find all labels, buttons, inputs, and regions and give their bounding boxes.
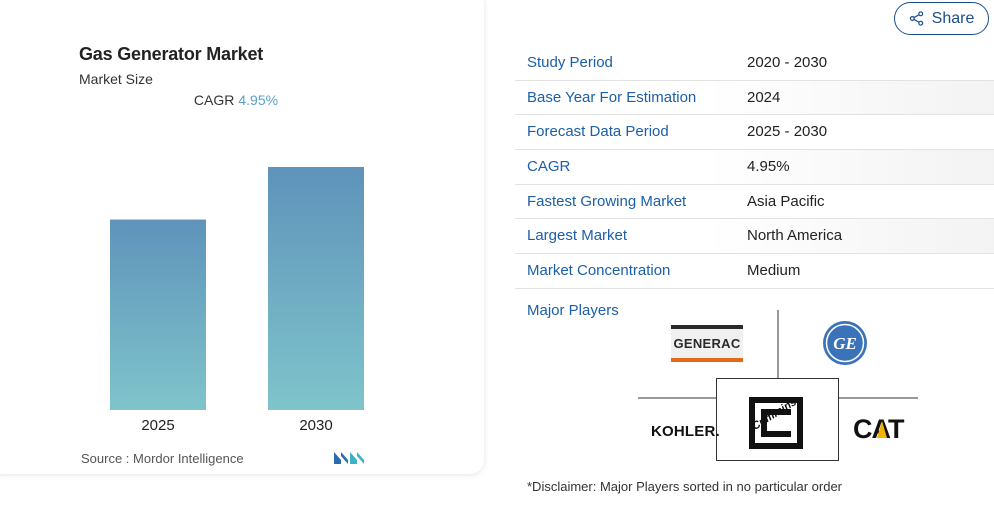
table-row-study-period: Study Period 2020 - 2030 (515, 46, 994, 81)
table-row-largest-market: Largest Market North America (515, 219, 994, 255)
kohler-logo[interactable]: KOHLER. (651, 423, 720, 440)
cat-logo-icon[interactable]: CAT (851, 411, 905, 443)
market-size-chart: 2025 2030 (110, 167, 364, 434)
row-key: Study Period (527, 54, 613, 71)
row-value: Asia Pacific (747, 192, 825, 210)
cagr-value: 4.95% (238, 92, 279, 108)
row-key: Forecast Data Period (527, 123, 669, 141)
cat-logo-text: CAT (853, 414, 905, 443)
row-value: 2020 - 2030 (747, 54, 828, 71)
share-button[interactable]: Share (894, 2, 989, 35)
disclaimer-text: *Disclaimer: Major Players sorted in no … (527, 479, 843, 494)
x-tick-label-2025: 2025 (141, 417, 174, 434)
cagr-label: CAGR 4.95% (0, 92, 472, 108)
row-value: 2024 (747, 88, 781, 106)
market-size-card (0, 0, 484, 474)
bar-2030 (268, 167, 364, 410)
share-label: Share (931, 9, 975, 27)
table-row-fastest-growing: Fastest Growing Market Asia Pacific (515, 185, 994, 220)
row-key: Largest Market (527, 227, 628, 245)
chart-subtitle: Market Size (79, 71, 153, 87)
generac-logo[interactable]: GENERAC (671, 325, 743, 362)
row-value: 2025 - 2030 (747, 123, 828, 141)
major-players-label: Major Players (527, 302, 619, 319)
source-text: Source : Mordor Intelligence (81, 451, 244, 466)
share-icon (909, 11, 923, 26)
row-value: North America (747, 227, 843, 245)
table-row-market-concentration: Market Concentration Medium (515, 254, 994, 289)
table-row-forecast-period: Forecast Data Period 2025 - 2030 (515, 115, 994, 151)
row-key: CAGR (527, 158, 571, 176)
ge-logo-icon[interactable]: GE (822, 320, 868, 366)
cummins-logo-icon[interactable]: Cummins (747, 395, 805, 451)
generac-logo-text: GENERAC (673, 336, 741, 351)
bar-2025 (110, 219, 206, 410)
table-row-cagr: CAGR 4.95% (515, 150, 994, 185)
row-key: Market Concentration (527, 262, 671, 280)
x-tick-label-2030: 2030 (299, 417, 332, 434)
table-row-base-year: Base Year For Estimation 2024 (515, 80, 994, 116)
row-key: Fastest Growing Market (527, 192, 687, 210)
row-key: Base Year For Estimation (527, 88, 697, 106)
row-value: Medium (747, 262, 801, 280)
ge-logo-text: GE (833, 334, 857, 353)
row-value: 4.95% (747, 158, 790, 176)
mordor-intelligence-logo-icon (334, 452, 364, 464)
market-info-table: Study Period 2020 - 2030 Base Year For E… (515, 46, 994, 289)
chart-title: Gas Generator Market (79, 44, 264, 64)
cagr-label-text: CAGR (193, 92, 235, 108)
